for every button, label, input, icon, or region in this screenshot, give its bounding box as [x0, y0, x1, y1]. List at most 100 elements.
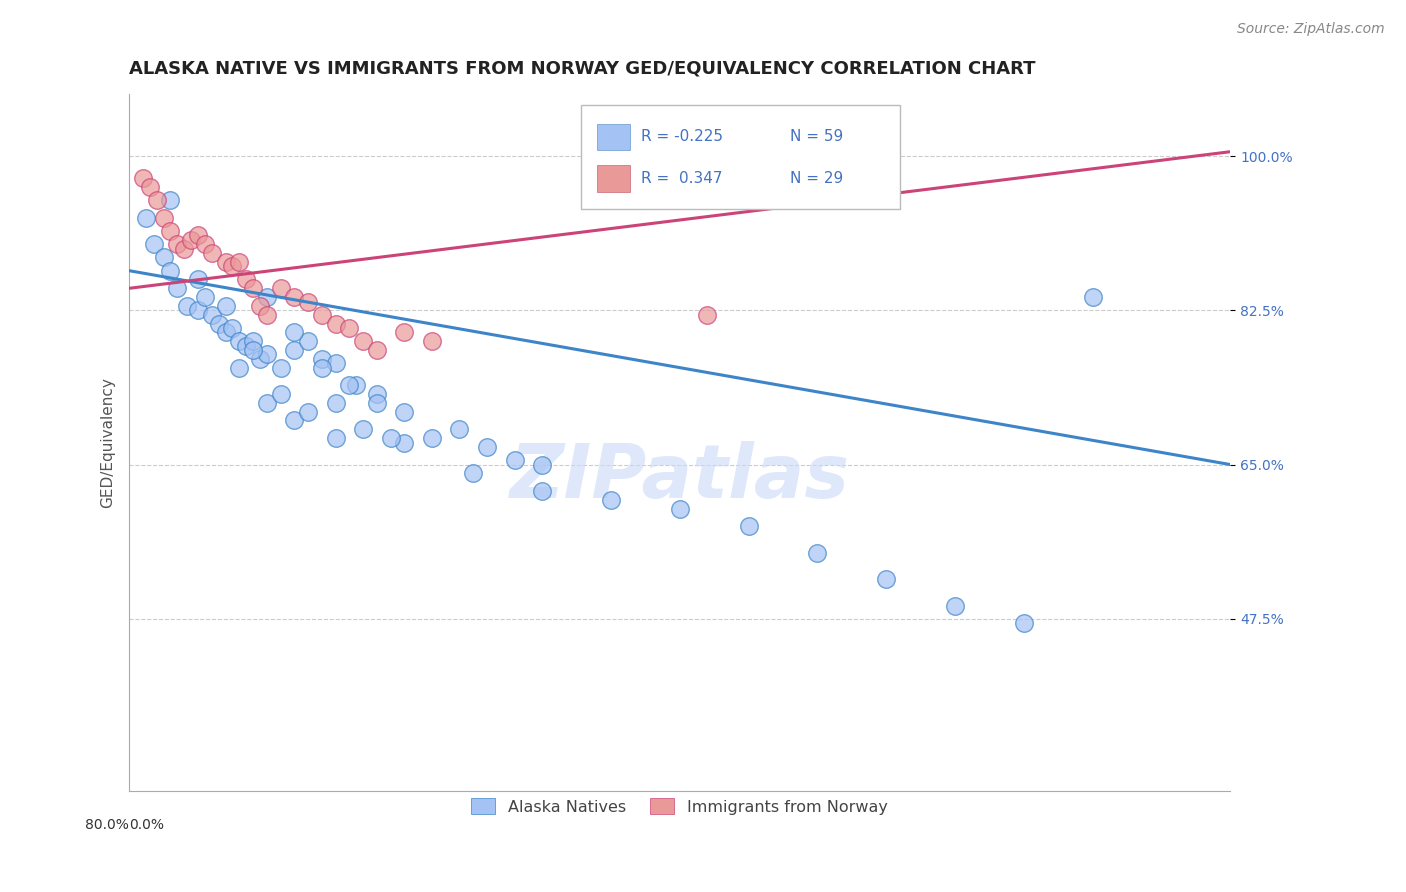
Point [325, 396, 347, 410]
Point [337, 321, 360, 335]
Text: Source: ZipAtlas.com: Source: ZipAtlas.com [1237, 22, 1385, 37]
Point [159, 193, 181, 207]
Text: N = 59: N = 59 [790, 129, 844, 145]
Point [737, 519, 759, 533]
Point [297, 294, 319, 309]
Point [173, 242, 195, 256]
Point [132, 171, 155, 186]
Point [806, 546, 828, 560]
Point [152, 251, 174, 265]
Point [142, 237, 165, 252]
Point [283, 326, 305, 340]
Point [256, 308, 278, 322]
Point [270, 360, 292, 375]
Point [344, 378, 367, 392]
Point [208, 317, 231, 331]
Text: ZIPatlas: ZIPatlas [510, 441, 849, 514]
Text: R = -0.225: R = -0.225 [641, 129, 723, 145]
Point [235, 272, 257, 286]
Point [152, 211, 174, 225]
Point [283, 413, 305, 427]
Point [503, 453, 526, 467]
Point [297, 405, 319, 419]
Point [325, 431, 347, 445]
Point [380, 431, 402, 445]
Point [311, 308, 333, 322]
Point [1081, 290, 1104, 304]
Point [943, 599, 966, 613]
Point [228, 255, 250, 269]
Text: N = 29: N = 29 [790, 171, 844, 186]
Point [249, 351, 271, 366]
Point [668, 501, 690, 516]
Point [176, 299, 198, 313]
Point [696, 308, 718, 322]
Y-axis label: GED/Equivalency: GED/Equivalency [100, 377, 115, 508]
Point [366, 343, 388, 357]
Point [325, 356, 347, 370]
Point [283, 290, 305, 304]
Point [256, 347, 278, 361]
Point [180, 233, 202, 247]
Point [249, 299, 271, 313]
Point [256, 290, 278, 304]
Point [214, 326, 236, 340]
Point [228, 360, 250, 375]
Point [270, 387, 292, 401]
Point [135, 211, 157, 225]
Text: R =  0.347: R = 0.347 [641, 171, 723, 186]
Point [420, 431, 443, 445]
Point [214, 255, 236, 269]
Point [531, 483, 554, 498]
Point [194, 237, 217, 252]
Point [221, 321, 243, 335]
Point [187, 228, 209, 243]
FancyBboxPatch shape [598, 165, 630, 192]
Point [235, 338, 257, 352]
Text: ALASKA NATIVE VS IMMIGRANTS FROM NORWAY GED/EQUIVALENCY CORRELATION CHART: ALASKA NATIVE VS IMMIGRANTS FROM NORWAY … [129, 60, 1036, 78]
Text: 80.0%: 80.0% [86, 818, 129, 832]
Point [201, 308, 224, 322]
Point [599, 492, 621, 507]
Point [420, 334, 443, 348]
Point [531, 458, 554, 472]
Point [187, 272, 209, 286]
Point [228, 334, 250, 348]
Point [283, 343, 305, 357]
Point [325, 317, 347, 331]
Point [256, 396, 278, 410]
Point [449, 422, 471, 436]
Point [242, 343, 264, 357]
FancyBboxPatch shape [581, 105, 900, 210]
Point [366, 387, 388, 401]
Point [352, 334, 374, 348]
Point [194, 290, 217, 304]
Point [366, 396, 388, 410]
Point [242, 281, 264, 295]
Point [166, 281, 188, 295]
Point [297, 334, 319, 348]
Point [394, 405, 416, 419]
Point [187, 303, 209, 318]
Point [394, 435, 416, 450]
Point [139, 180, 162, 194]
Point [242, 334, 264, 348]
Point [311, 360, 333, 375]
Point [394, 326, 416, 340]
Point [166, 237, 188, 252]
Legend: Alaska Natives, Immigrants from Norway: Alaska Natives, Immigrants from Norway [465, 791, 894, 821]
Point [159, 263, 181, 277]
Point [463, 467, 485, 481]
Point [214, 299, 236, 313]
Point [270, 281, 292, 295]
Point [221, 260, 243, 274]
Point [201, 246, 224, 260]
Text: 0.0%: 0.0% [129, 818, 165, 832]
Point [875, 572, 897, 586]
Point [352, 422, 374, 436]
FancyBboxPatch shape [598, 124, 630, 150]
Point [311, 351, 333, 366]
Point [1012, 616, 1035, 631]
Point [159, 224, 181, 238]
Point [337, 378, 360, 392]
